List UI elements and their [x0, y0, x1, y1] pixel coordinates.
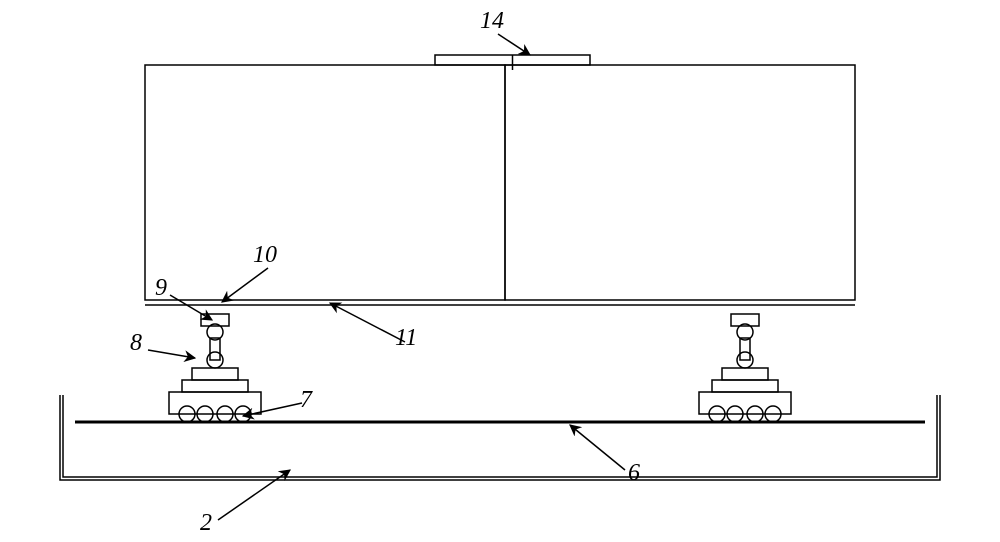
callout-leader-10 [222, 268, 268, 302]
beam-left-panel [145, 65, 505, 300]
callout-label-8: 8 [130, 330, 142, 356]
cart-step1-right [712, 380, 778, 392]
callout-leader-14 [498, 34, 530, 55]
base-channel-inner [63, 395, 937, 477]
cart-body-left [169, 392, 261, 414]
callout-label-14: 14 [480, 8, 504, 34]
technical-diagram: 14 10 9 11 8 7 6 2 [0, 0, 1000, 542]
cart-step1-left [182, 380, 248, 392]
callout-label-9: 9 [155, 275, 167, 301]
callout-label-10: 10 [253, 242, 277, 268]
callout-label-2: 2 [200, 510, 212, 536]
callout-leader-8 [148, 350, 195, 358]
cart-step2-right [722, 368, 768, 380]
callout-leader-9 [170, 295, 212, 320]
cart-body-right [699, 392, 791, 414]
callout-leader-7 [243, 403, 302, 416]
rod-right [740, 338, 750, 360]
callout-label-6: 6 [628, 460, 640, 486]
callout-leader-6 [570, 425, 625, 470]
beam-right-panel [505, 65, 855, 300]
callout-label-11: 11 [395, 325, 417, 351]
cart-step2-left [192, 368, 238, 380]
rod-left [210, 338, 220, 360]
callout-label-7: 7 [300, 387, 313, 413]
callout-leader-11 [330, 303, 405, 342]
